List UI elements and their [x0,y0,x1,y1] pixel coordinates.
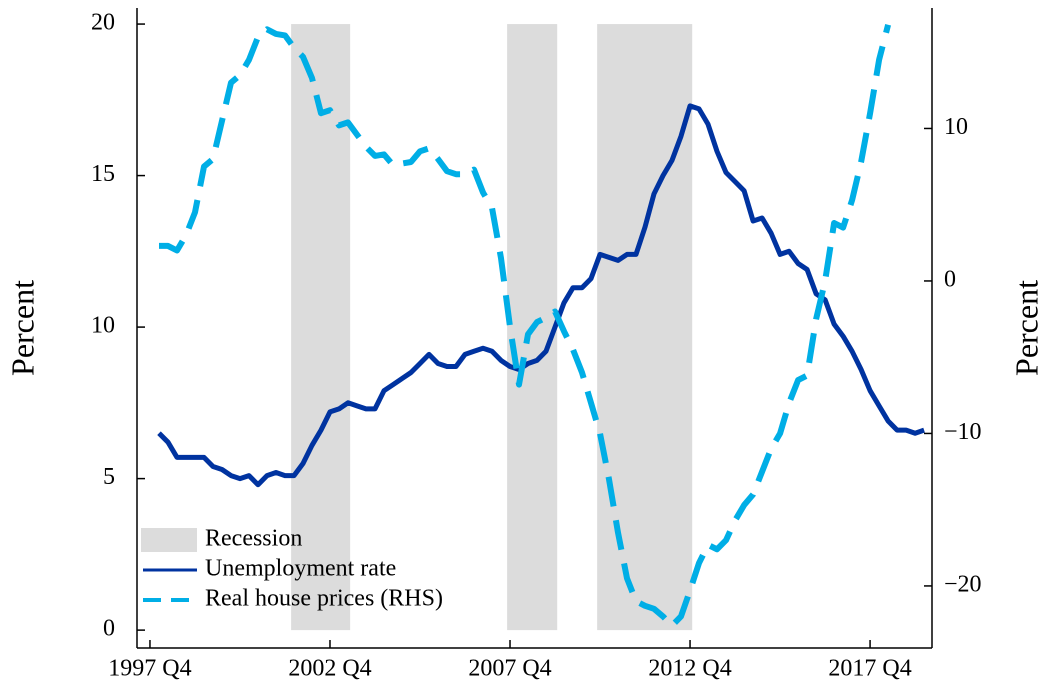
recession-band [597,24,693,631]
y2-tick-label: 10 [944,114,968,140]
x-tick-label: 2012 Q4 [648,656,731,682]
y2-tick-label: −10 [944,419,982,445]
y2-tick-label: 0 [944,266,956,292]
y-axis-title: Percent [4,280,40,376]
y-tick-label: 0 [103,616,115,642]
legend-swatch [141,528,197,552]
y2-tick-label: −20 [944,571,982,597]
y-tick-label: 15 [91,161,115,187]
legend-label: Real house prices (RHS) [205,586,443,612]
y2-axis-title: Percent [1008,280,1044,376]
series-line [157,103,925,488]
x-tick-label: 2017 Q4 [828,656,911,682]
legend-label: Unemployment rate [205,556,396,582]
legend-label: Recession [205,526,302,552]
y-tick-label: 5 [103,464,115,490]
y-tick-label: 10 [91,313,115,339]
x-tick-label: 2007 Q4 [468,656,551,682]
y-tick-label: 20 [91,10,115,36]
x-tick-label: 1997 Q4 [108,656,191,682]
x-tick-label: 2002 Q4 [288,656,371,682]
series-line [159,24,892,629]
